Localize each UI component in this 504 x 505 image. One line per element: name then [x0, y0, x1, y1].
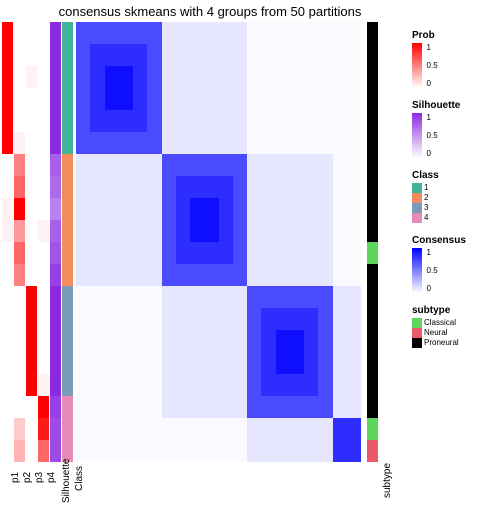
subtype-track — [367, 22, 378, 462]
x-axis-labels: p1 p2 p3 p4 Silhouette Class subtype — [0, 465, 504, 505]
legend-consensus: Consensus 10.50 — [412, 235, 466, 293]
label-p1: p1 — [10, 472, 21, 483]
prob-gradient — [412, 43, 422, 88]
probability-tracks — [2, 22, 50, 462]
legend-silhouette: Silhouette 10.50 — [412, 100, 460, 158]
legend-class-title: Class — [412, 170, 439, 181]
legend-subtype-title: subtype — [412, 305, 459, 316]
label-p3: p3 — [34, 472, 45, 483]
legend-class: Class 1234 — [412, 170, 439, 223]
silhouette-track — [50, 22, 61, 462]
consensus-heatmap — [76, 22, 361, 462]
legend-subtype: subtype ClassicalNeuralProneural — [412, 305, 459, 348]
label-silhouette: Silhouette — [61, 459, 72, 503]
label-class: Class — [74, 466, 85, 491]
legend-cons-title: Consensus — [412, 235, 466, 246]
class-track — [62, 22, 73, 462]
silhouette-gradient — [412, 113, 422, 158]
legend-sil-title: Silhouette — [412, 100, 460, 111]
label-p2: p2 — [22, 472, 33, 483]
plot-title: consensus skmeans with 4 groups from 50 … — [0, 4, 420, 19]
label-subtype: subtype — [382, 463, 393, 498]
label-p4: p4 — [46, 472, 57, 483]
legend-prob-title: Prob — [412, 30, 438, 41]
legend-prob: Prob 10.50 — [412, 30, 438, 88]
consensus-gradient — [412, 248, 422, 293]
